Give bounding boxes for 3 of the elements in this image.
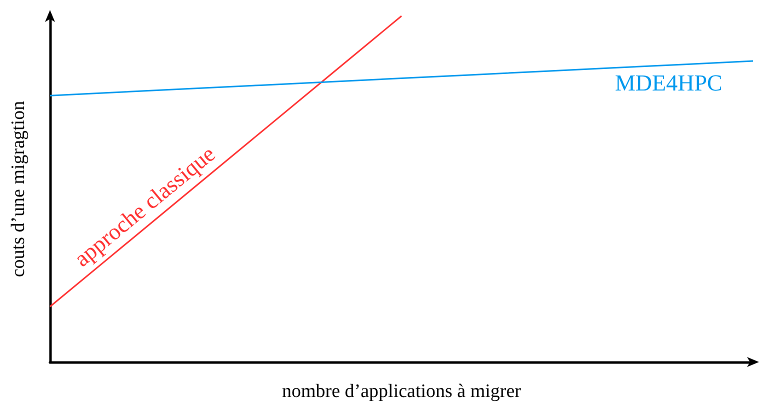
series-label: MDE4HPC — [614, 70, 722, 96]
y-axis-title: couts d’une migragtion — [8, 100, 29, 278]
x-axis-title: nombre d’applications à migrer — [282, 381, 522, 402]
